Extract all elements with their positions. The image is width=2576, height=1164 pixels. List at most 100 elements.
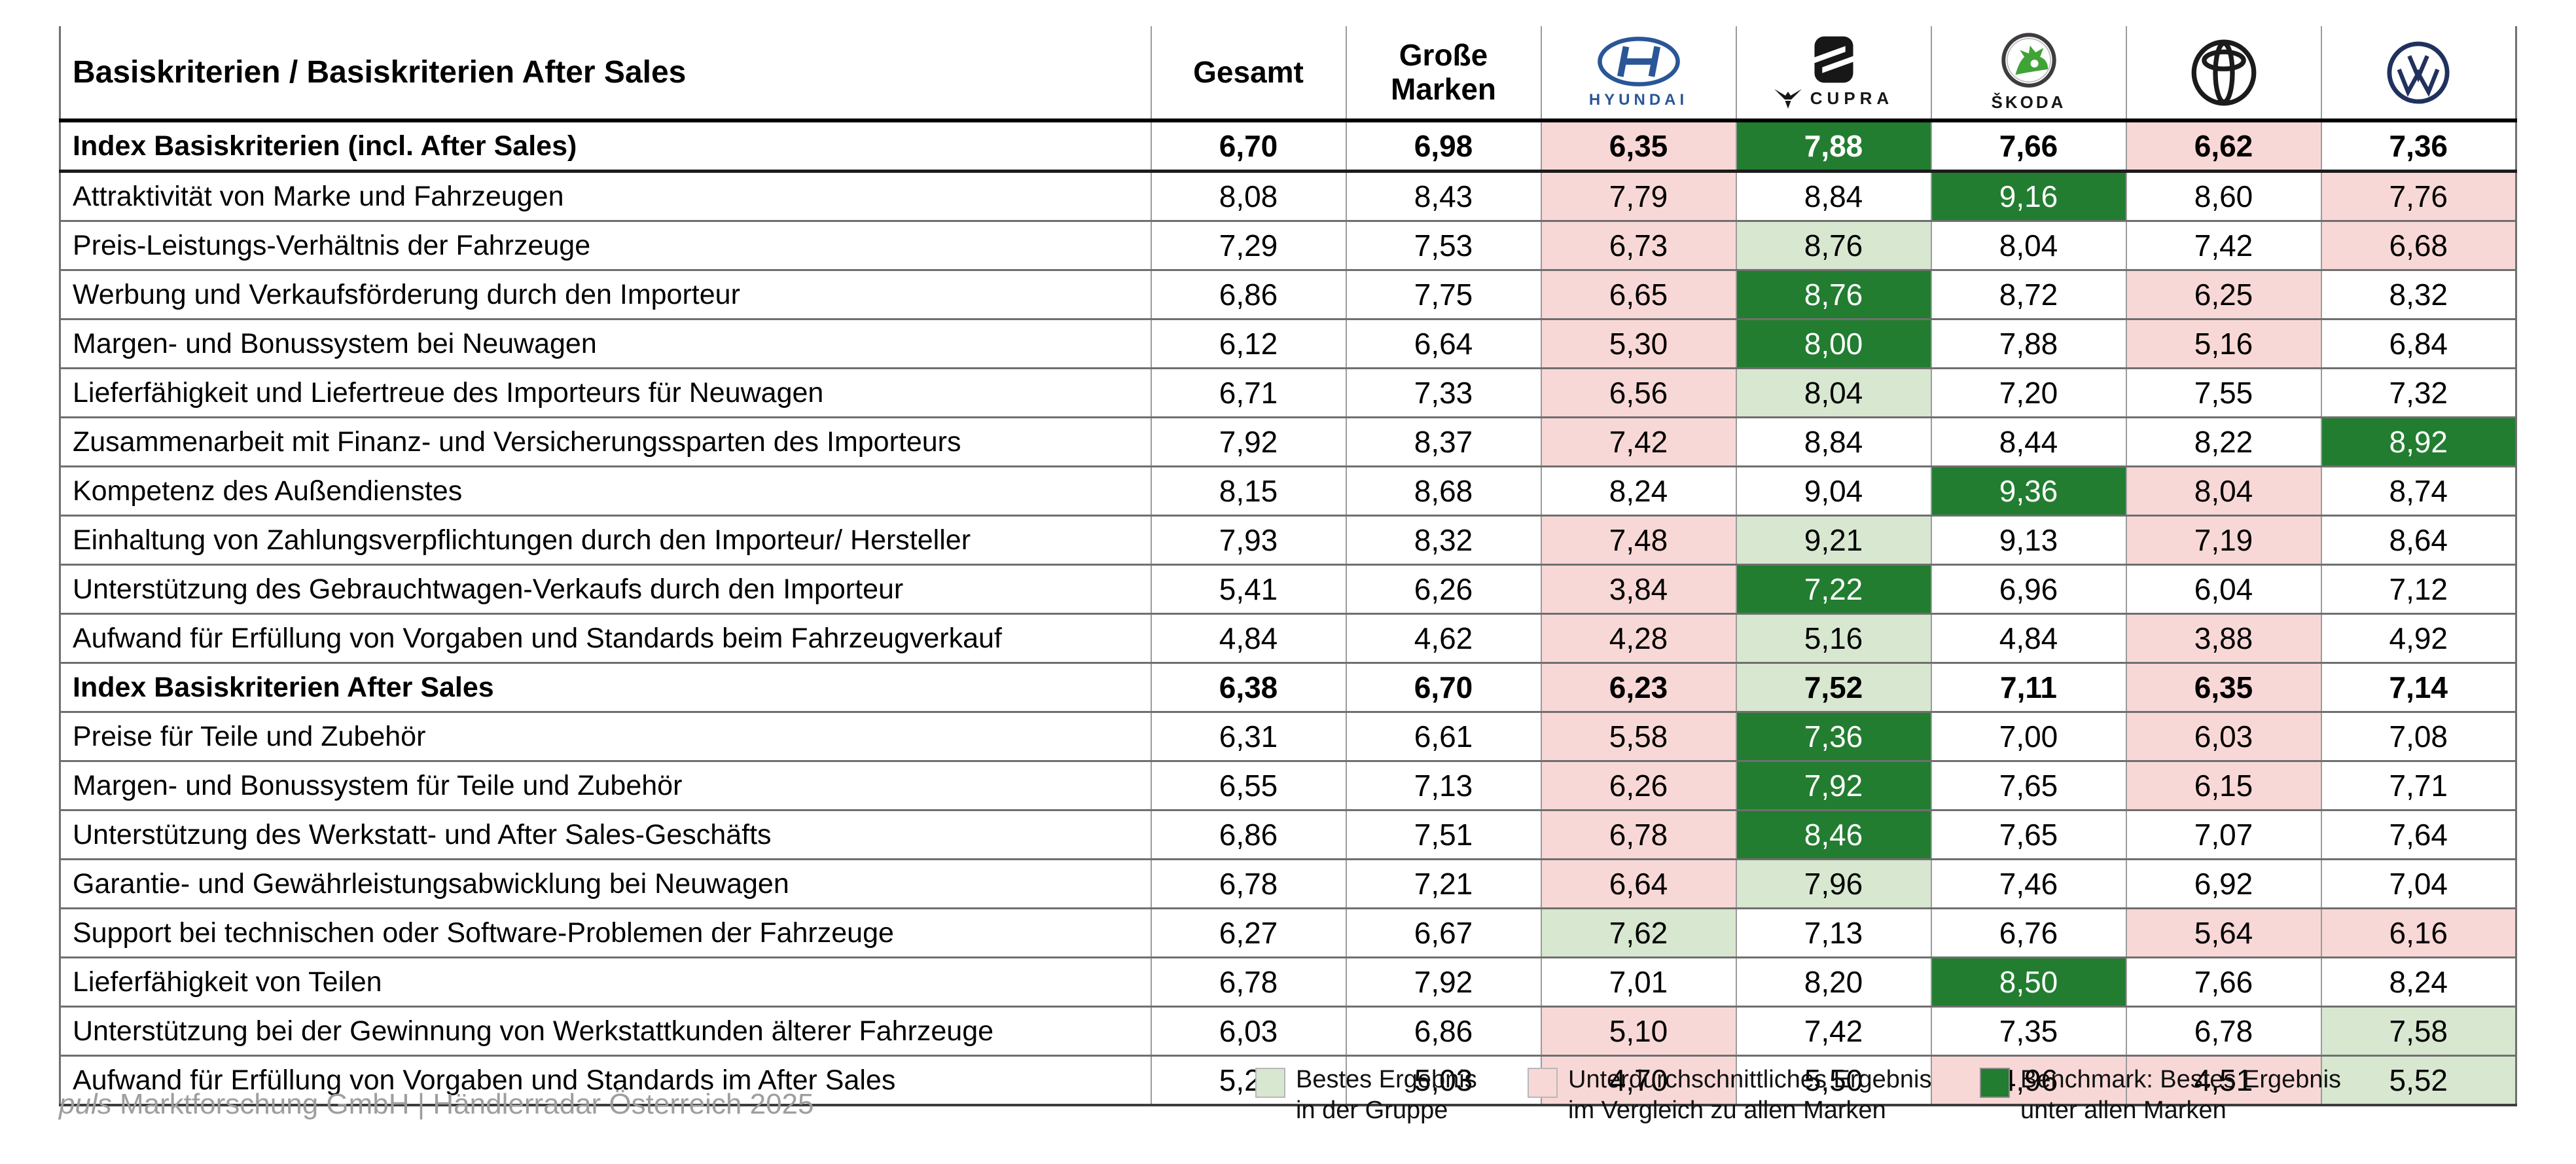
score-cell: 4,51	[2125, 1055, 2321, 1106]
criterion-label: Index Basiskriterien After Sales	[60, 663, 1151, 713]
score-cell: 6,70	[1345, 663, 1541, 713]
score-cell: 6,78	[1150, 957, 1346, 1008]
score-cell: 7,53	[1345, 221, 1541, 271]
score-cell: 7,62	[1540, 908, 1736, 958]
score-cell: 8,74	[2320, 466, 2516, 517]
score-cell: 6,23	[1540, 663, 1736, 713]
criterion-label: Lieferfähigkeit und Liefertreue des Impo…	[60, 368, 1151, 418]
score-cell: 5,41	[1150, 564, 1346, 615]
score-cell: 6,96	[1930, 564, 2126, 615]
score-cell: 6,61	[1345, 712, 1541, 762]
score-cell: 8,32	[1345, 515, 1541, 566]
table-row: Margen- und Bonussystem bei Neuwagen 6,12…	[60, 319, 2516, 369]
score-cell: 5,50	[1735, 1055, 1931, 1106]
grosse-marken-line1: Große	[1399, 37, 1488, 72]
table-row: Unterstützung bei der Gewinnung von Werk…	[60, 1006, 2516, 1057]
score-cell: 6,35	[1540, 120, 1736, 173]
score-cell: 6,03	[2125, 712, 2321, 762]
score-cell: 7,13	[1735, 908, 1931, 958]
score-cell: 7,64	[2320, 810, 2516, 860]
score-cell: 8,04	[1735, 368, 1931, 418]
criterion-label: Einhaltung von Zahlungsverpflichtungen d…	[60, 515, 1151, 566]
score-cell: 8,76	[1735, 221, 1931, 271]
score-cell: 7,96	[1735, 859, 1931, 909]
score-cell: 6,55	[1150, 761, 1346, 811]
score-cell: 8,72	[1930, 270, 2126, 320]
criterion-label: Aufwand für Erfüllung von Vorgaben und S…	[60, 613, 1151, 664]
score-cell: 7,04	[2320, 859, 2516, 909]
legend-swatch-below-average	[1528, 1068, 1558, 1098]
score-cell: 8,04	[1930, 221, 2126, 271]
score-cell: 4,62	[1345, 613, 1541, 664]
criterion-label: Kompetenz des Außendienstes	[60, 466, 1151, 517]
criterion-label: Attraktivität von Marke und Fahrzeugen	[60, 171, 1151, 222]
score-cell: 9,16	[1930, 171, 2126, 222]
score-cell: 6,65	[1540, 270, 1736, 320]
score-cell: 7,88	[1735, 120, 1931, 173]
score-cell: 6,71	[1150, 368, 1346, 418]
legend-label-best-line1: Bestes Ergebnis	[1296, 1066, 1477, 1093]
score-cell: 7,19	[2125, 515, 2321, 566]
score-cell: 7,46	[1930, 859, 2126, 909]
score-cell: 6,27	[1150, 908, 1346, 958]
score-cell: 8,60	[2125, 171, 2321, 222]
score-cell: 7,65	[1930, 810, 2126, 860]
score-cell: 5,30	[1540, 319, 1736, 369]
score-cell: 8,43	[1345, 171, 1541, 222]
score-cell: 7,36	[1735, 712, 1931, 762]
footer-credit: puls Marktforschung GmbH | Händlerradar …	[59, 1088, 814, 1121]
seat-s-logo-icon	[1813, 36, 1854, 83]
score-cell: 7,08	[2320, 712, 2516, 762]
table-row: Index Basiskriterien (incl. After Sales)…	[60, 120, 2516, 173]
score-cell: 6,04	[2125, 564, 2321, 615]
score-cell: 4,84	[1930, 613, 2126, 664]
table-row: Kompetenz des Außendienstes 8,15 8,68 8,24 9…	[60, 466, 2516, 517]
score-cell: 6,62	[2125, 120, 2321, 173]
criterion-label: Garantie- und Gewährleistungsabwicklung …	[60, 859, 1151, 909]
score-cell: 7,07	[2125, 810, 2321, 860]
table-row: Aufwand für Erfüllung von Vorgaben und S…	[60, 1055, 2516, 1106]
table-row: Margen- und Bonussystem für Teile und Zu…	[60, 761, 2516, 811]
table-row: Einhaltung von Zahlungsverpflichtungen d…	[60, 515, 2516, 566]
criterion-label: Preis-Leistungs-Verhältnis der Fahrzeuge	[60, 221, 1151, 271]
score-cell: 8,92	[2320, 417, 2516, 467]
score-cell: 6,56	[1540, 368, 1736, 418]
score-cell: 6,86	[1150, 270, 1346, 320]
score-cell: 5,58	[1540, 712, 1736, 762]
table-row: Preis-Leistungs-Verhältnis der Fahrzeuge…	[60, 221, 2516, 271]
score-cell: 6,86	[1345, 1006, 1541, 1057]
score-cell: 6,31	[1150, 712, 1346, 762]
score-cell: 6,16	[2320, 908, 2516, 958]
score-cell: 7,42	[1540, 417, 1736, 467]
score-cell: 6,86	[1150, 810, 1346, 860]
score-cell: 7,22	[1735, 564, 1931, 615]
score-cell: 7,66	[2125, 957, 2321, 1008]
skoda-logo-icon	[2001, 33, 2056, 88]
score-cell: 7,20	[1930, 368, 2126, 418]
score-cell: 7,36	[2320, 120, 2516, 173]
score-cell: 6,78	[2125, 1006, 2321, 1057]
grosse-marken-line2: Marken	[1390, 71, 1497, 106]
score-cell: 7,55	[2125, 368, 2321, 418]
criterion-label: Support bei technischen oder Software-Pr…	[60, 908, 1151, 958]
score-cell: 8,08	[1150, 171, 1346, 222]
score-cell: 7,01	[1540, 957, 1736, 1008]
score-cell: 5,10	[1540, 1006, 1736, 1057]
score-cell: 7,33	[1345, 368, 1541, 418]
score-cell: 7,35	[1930, 1006, 2126, 1057]
cupra-emblem-icon	[1774, 89, 1802, 109]
score-cell: 4,70	[1540, 1055, 1736, 1106]
table-row: Lieferfähigkeit von Teilen 6,78 7,92 7,01 8,…	[60, 957, 2516, 1008]
criterion-label: Unterstützung bei der Gewinnung von Werk…	[60, 1006, 1151, 1057]
score-cell: 7,92	[1150, 417, 1346, 467]
score-cell: 5,03	[1345, 1055, 1541, 1106]
criterion-label: Lieferfähigkeit von Teilen	[60, 957, 1151, 1008]
score-cell: 6,68	[2320, 221, 2516, 271]
score-cell: 8,64	[2320, 515, 2516, 566]
score-cell: 8,00	[1735, 319, 1931, 369]
score-cell: 6,26	[1345, 564, 1541, 615]
legend-swatch-best-in-group	[1255, 1068, 1285, 1098]
score-cell: 8,20	[1735, 957, 1931, 1008]
score-cell: 7,00	[1930, 712, 2126, 762]
score-cell: 6,03	[1150, 1006, 1346, 1057]
